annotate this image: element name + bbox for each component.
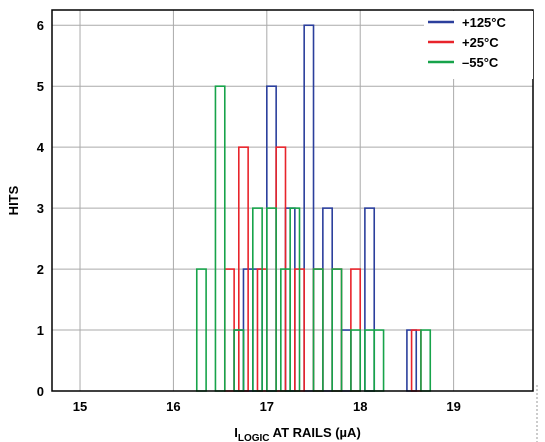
- y-tick-label: 0: [37, 384, 44, 399]
- histogram-bar: [364, 329, 376, 392]
- grid-lines: [52, 10, 533, 391]
- x-tick-label: 16: [166, 399, 180, 414]
- y-tick-label: 4: [37, 140, 45, 155]
- x-axis-label-main: I: [234, 425, 238, 440]
- histogram-bar: [322, 207, 333, 392]
- x-axis-label: ILOGIC AT RAILS (µA): [234, 425, 361, 442]
- legend-label: +125°C: [462, 15, 506, 30]
- x-axis-label-rest: AT RAILS (µA): [270, 425, 361, 440]
- y-tick-labels: 0 1 2 3 4 5 6: [37, 18, 45, 399]
- legend-label: +25°C: [462, 35, 499, 50]
- histogram-bar: [373, 329, 385, 392]
- x-tick-label: 19: [446, 399, 460, 414]
- histogram-bar: [420, 329, 432, 392]
- y-tick-label: 6: [37, 18, 44, 33]
- histogram-bar: [266, 85, 277, 392]
- y-tick-label: 1: [37, 323, 44, 338]
- legend: +125°C +25°C –55°C: [424, 11, 533, 79]
- histogram-bar: [266, 207, 277, 392]
- histogram-bar: [364, 207, 376, 392]
- histogram-bar: [340, 329, 352, 392]
- plot-frame: [51, 9, 534, 392]
- y-tick-label: 2: [37, 262, 44, 277]
- x-tick-label: 18: [353, 399, 367, 414]
- legend-label: –55°C: [462, 55, 499, 70]
- y-tick-label: 3: [37, 201, 44, 216]
- x-tick-label: 17: [260, 399, 274, 414]
- x-axis-label-subscript: LOGIC: [238, 433, 270, 442]
- y-tick-label: 5: [37, 79, 44, 94]
- histogram-bar: [214, 85, 226, 392]
- y-axis-label: HITS: [6, 185, 21, 215]
- x-tick-labels: 15 16 17 18 19: [73, 399, 461, 414]
- histogram-bar: [350, 329, 362, 392]
- x-tick-label: 15: [73, 399, 87, 414]
